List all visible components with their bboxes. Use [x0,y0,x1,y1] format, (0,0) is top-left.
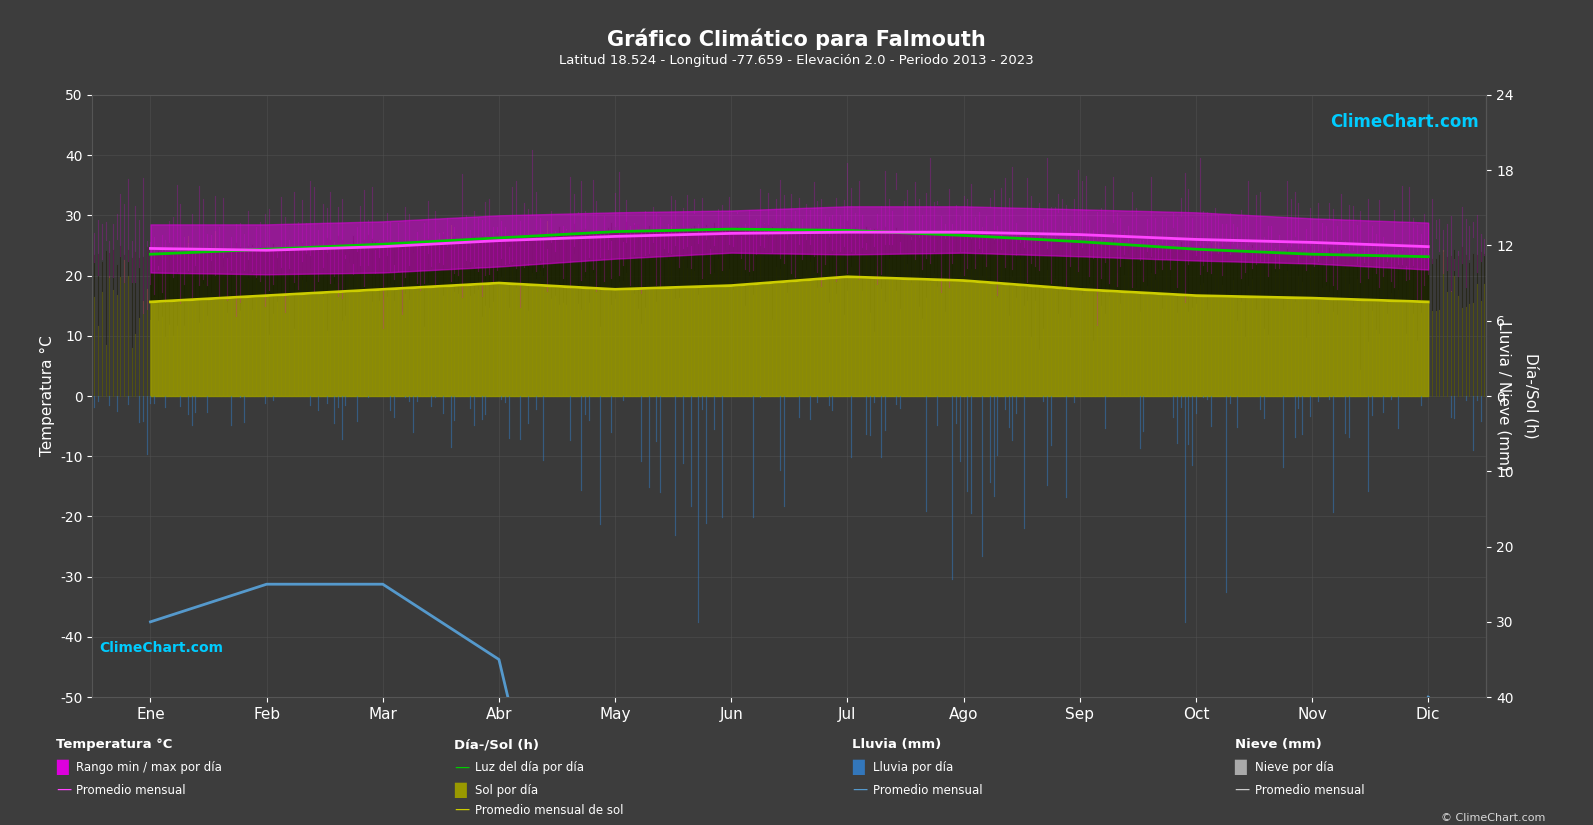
Text: —: — [1235,781,1251,797]
Text: —: — [852,781,868,797]
Text: █: █ [56,760,67,776]
Text: Rango min / max por día: Rango min / max por día [76,761,223,775]
Text: —: — [454,802,470,818]
Text: Gráfico Climático para Falmouth: Gráfico Climático para Falmouth [607,29,986,50]
Y-axis label: Temperatura °C: Temperatura °C [40,336,54,456]
Text: Latitud 18.524 - Longitud -77.659 - Elevación 2.0 - Periodo 2013 - 2023: Latitud 18.524 - Longitud -77.659 - Elev… [559,54,1034,67]
Text: Luz del día por día: Luz del día por día [475,761,583,775]
Text: Lluvia (mm): Lluvia (mm) [852,738,941,752]
Text: —: — [454,759,470,775]
Text: █: █ [1235,760,1246,776]
Text: █: █ [454,782,465,798]
Text: █: █ [852,760,863,776]
Text: Sol por día: Sol por día [475,784,538,797]
Text: Promedio mensual de sol: Promedio mensual de sol [475,804,623,818]
Text: Temperatura °C: Temperatura °C [56,738,172,752]
Text: ClimeChart.com: ClimeChart.com [99,641,223,655]
Text: Nieve por día: Nieve por día [1255,761,1335,775]
Text: Lluvia por día: Lluvia por día [873,761,953,775]
Text: Día-/Sol (h): Día-/Sol (h) [454,738,538,752]
Text: Promedio mensual: Promedio mensual [76,784,186,797]
Text: Promedio mensual: Promedio mensual [873,784,983,797]
Text: ClimeChart.com: ClimeChart.com [1330,113,1480,131]
Y-axis label: Día-/Sol (h): Día-/Sol (h) [1523,353,1539,439]
Text: © ClimeChart.com: © ClimeChart.com [1440,813,1545,823]
Text: Promedio mensual: Promedio mensual [1255,784,1365,797]
Text: Nieve (mm): Nieve (mm) [1235,738,1321,752]
Y-axis label: Lluvia / Nieve (mm): Lluvia / Nieve (mm) [1496,321,1512,471]
Text: —: — [56,781,72,797]
